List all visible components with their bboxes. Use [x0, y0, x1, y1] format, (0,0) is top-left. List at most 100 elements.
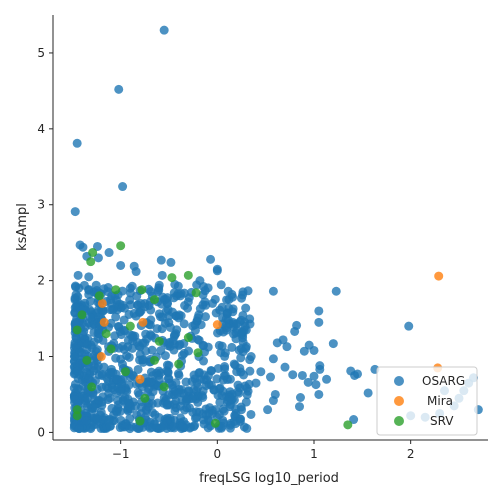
point-srv — [137, 285, 147, 295]
point-osarg — [151, 423, 161, 433]
point-osarg — [146, 286, 156, 296]
point-srv — [101, 329, 111, 339]
point-osarg — [184, 386, 194, 396]
point-mira — [434, 271, 444, 281]
point-osarg — [114, 84, 124, 94]
point-osarg — [242, 423, 252, 433]
point-osarg — [246, 409, 256, 419]
point-osarg — [112, 374, 122, 384]
point-srv — [88, 248, 98, 258]
point-osarg — [133, 388, 143, 398]
point-srv — [121, 367, 130, 377]
point-osarg — [237, 405, 246, 415]
point-osarg — [87, 343, 97, 353]
point-osarg — [78, 242, 88, 252]
point-mira — [135, 374, 145, 384]
x-tick-label: 2 — [407, 447, 415, 461]
point-osarg — [216, 280, 226, 290]
point-osarg — [176, 311, 186, 321]
point-osarg — [159, 25, 169, 35]
point-osarg — [222, 323, 232, 333]
x-axis-label: freqLSG log10_period — [199, 471, 339, 486]
point-osarg — [199, 340, 209, 350]
point-osarg — [177, 422, 187, 432]
point-osarg — [272, 338, 282, 348]
point-osarg — [217, 302, 227, 312]
point-osarg — [246, 352, 256, 362]
point-srv — [125, 321, 135, 331]
points-layer — [69, 25, 483, 434]
point-osarg — [245, 314, 255, 324]
point-osarg — [203, 371, 213, 381]
point-osarg — [232, 319, 242, 329]
point-osarg — [118, 182, 128, 192]
point-mira — [212, 320, 222, 330]
point-osarg — [235, 416, 245, 426]
legend-label-mira: Mira — [427, 394, 453, 408]
point-osarg — [102, 373, 112, 383]
point-osarg — [309, 371, 319, 381]
point-osarg — [290, 326, 300, 336]
point-osarg — [96, 407, 106, 417]
point-osarg — [353, 369, 362, 379]
point-osarg — [72, 366, 82, 376]
point-osarg — [209, 385, 219, 395]
point-osarg — [76, 348, 86, 358]
point-osarg — [116, 330, 126, 340]
point-osarg — [314, 306, 324, 316]
point-osarg — [170, 279, 180, 289]
point-osarg — [190, 325, 200, 335]
point-osarg — [133, 364, 143, 374]
point-osarg — [233, 387, 243, 397]
point-osarg — [171, 396, 181, 406]
point-mira — [96, 352, 106, 362]
point-mira — [138, 317, 148, 327]
point-osarg — [183, 297, 193, 307]
point-osarg — [115, 407, 125, 417]
point-osarg — [165, 341, 175, 351]
x-tick-label: −1 — [112, 447, 130, 461]
point-osarg — [105, 421, 115, 431]
point-osarg — [145, 423, 155, 433]
point-osarg — [152, 324, 162, 334]
point-osarg — [145, 330, 155, 340]
point-osarg — [213, 328, 223, 338]
point-osarg — [220, 351, 230, 361]
point-osarg — [193, 382, 203, 392]
point-osarg — [125, 283, 135, 293]
point-srv — [140, 393, 150, 403]
point-osarg — [236, 293, 246, 303]
point-osarg — [157, 299, 167, 309]
point-srv — [193, 348, 203, 358]
point-osarg — [93, 253, 103, 263]
point-osarg — [179, 319, 189, 329]
point-srv — [167, 273, 177, 283]
point-osarg — [116, 260, 126, 270]
point-osarg — [206, 254, 216, 264]
legend: OSARG Mira SRV — [376, 366, 478, 436]
point-srv — [111, 285, 121, 295]
point-osarg — [138, 357, 148, 367]
point-srv — [159, 382, 169, 392]
point-srv — [183, 333, 193, 343]
y-tick-label: 5 — [37, 46, 45, 60]
point-srv — [72, 325, 82, 335]
point-osarg — [295, 393, 305, 402]
point-osarg — [157, 270, 167, 280]
point-osarg — [220, 362, 230, 372]
point-osarg — [208, 298, 217, 308]
point-osarg — [89, 366, 99, 376]
point-osarg — [233, 380, 243, 390]
point-osarg — [227, 394, 237, 404]
point-osarg — [150, 410, 160, 420]
x-tick-label: 0 — [214, 447, 222, 461]
point-srv — [343, 420, 353, 430]
point-osarg — [169, 331, 179, 341]
point-osarg — [198, 300, 208, 310]
y-tick-label: 2 — [37, 274, 45, 288]
axes-layer — [52, 15, 488, 441]
point-osarg — [140, 338, 150, 348]
y-tick-label: 3 — [37, 198, 45, 212]
point-srv — [94, 291, 104, 301]
